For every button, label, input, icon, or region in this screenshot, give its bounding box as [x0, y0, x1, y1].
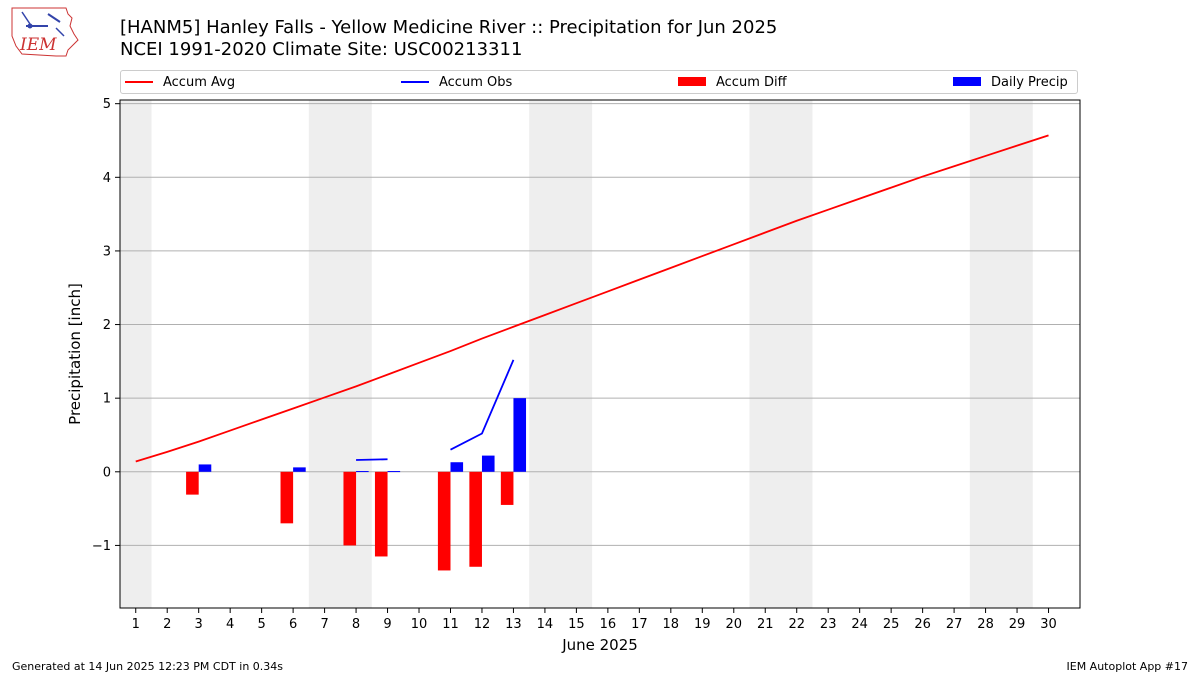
x-tick-label: 30: [1040, 617, 1057, 632]
iem-logo: IEM: [11, 7, 79, 57]
y-tick-label: 3: [103, 244, 111, 259]
legend-item-accum-obs: Accum Obs: [401, 74, 512, 92]
legend-item-accum-avg: Accum Avg: [125, 74, 235, 92]
accum-diff-bar-day-11: [437, 471, 451, 571]
y-tick-label: 0: [103, 465, 111, 480]
accum-obs-line-segment-2: [450, 359, 515, 451]
autoplot-app-label: IEM Autoplot App #17: [1066, 660, 1189, 673]
legend-item-accum-diff: Accum Diff: [678, 74, 787, 92]
plot-frame: [119, 99, 1081, 609]
x-tick-label: 6: [289, 617, 297, 632]
y-axis-label: Precipitation [inch]: [66, 283, 84, 425]
x-tick-label: 3: [195, 617, 203, 632]
legend-swatch-accum-diff: [678, 77, 706, 86]
x-tick-label: 9: [383, 617, 391, 632]
accum-diff-bar-day-12: [469, 471, 482, 567]
x-tick-label: 7: [320, 617, 328, 632]
x-tick-label: 13: [505, 617, 522, 632]
accum-avg-line: [135, 134, 1049, 463]
x-tick-label: 2: [163, 617, 171, 632]
x-tick-label: 20: [725, 617, 742, 632]
x-tick-label: 21: [757, 617, 774, 632]
x-tick-label: 22: [788, 617, 805, 632]
x-tick-label: 28: [977, 617, 994, 632]
legend-swatch-accum-avg: [125, 80, 153, 83]
weekend-band-2: [308, 100, 372, 608]
daily-precip-bar-day-9: [387, 471, 401, 473]
x-tick-label: 10: [411, 617, 428, 632]
y-tick-label: 4: [103, 171, 111, 186]
weekend-band-5: [969, 100, 1033, 608]
accum-diff-bar-day-3: [186, 471, 199, 495]
weekend-band-1: [120, 100, 152, 608]
legend-label-accum-obs: Accum Obs: [439, 75, 513, 90]
daily-precip-bar-day-6: [293, 467, 306, 472]
x-tick-label: 29: [1009, 617, 1026, 632]
x-tick-label: 8: [352, 617, 360, 632]
x-tick-label: 27: [946, 617, 963, 632]
weekend-band-4: [749, 100, 813, 608]
daily-precip-bar-day-11: [450, 462, 464, 472]
legend-label-accum-avg: Accum Avg: [163, 75, 236, 90]
accum-diff-bar-day-9: [374, 471, 388, 557]
x-axis-label: June 2025: [561, 636, 638, 654]
x-tick-label: 25: [883, 617, 900, 632]
legend-swatch-accum-obs: [401, 80, 429, 83]
x-tick-label: 26: [914, 617, 931, 632]
accum-diff-bar-day-8: [343, 471, 357, 546]
y-tick-label: 1: [103, 392, 111, 407]
x-tick-label: 15: [568, 617, 585, 632]
weekend-band-3: [529, 100, 593, 608]
x-tick-label: 14: [537, 617, 554, 632]
x-tick-label: 16: [600, 617, 617, 632]
daily-precip-bar-day-8: [356, 471, 369, 473]
legend-item-daily-precip: Daily Precip: [953, 74, 1068, 92]
x-tick-label: 18: [663, 617, 680, 632]
y-tick-label: 5: [103, 97, 111, 112]
generated-timestamp: Generated at 14 Jun 2025 12:23 PM CDT in…: [12, 660, 284, 673]
legend-swatch-daily-precip: [953, 77, 981, 86]
x-tick-label: 24: [851, 617, 868, 632]
daily-precip-bar-day-12: [481, 455, 495, 472]
legend: Accum Avg Accum Obs Accum Diff Daily Pre…: [120, 70, 1078, 94]
daily-precip-bar-day-3: [198, 464, 212, 472]
accum-diff-bar-day-13: [500, 471, 514, 505]
logo-text: IEM: [19, 35, 57, 55]
x-tick-label: 1: [132, 617, 140, 632]
legend-label-accum-diff: Accum Diff: [716, 75, 787, 90]
chart-subtitle: NCEI 1991-2020 Climate Site: USC00213311: [120, 39, 523, 60]
y-tick-label: 2: [103, 318, 111, 333]
x-tick-label: 4: [226, 617, 234, 632]
x-tick-label: 19: [694, 617, 711, 632]
x-tick-label: 17: [631, 617, 648, 632]
x-tick-label: 11: [442, 617, 459, 632]
y-tick-label: −1: [92, 539, 111, 554]
accum-obs-line-segment-1: [356, 458, 388, 461]
accum-diff-bar-day-6: [280, 471, 294, 524]
x-tick-label: 5: [257, 617, 265, 632]
legend-label-daily-precip: Daily Precip: [991, 75, 1068, 90]
chart-title: [HANM5] Hanley Falls - Yellow Medicine R…: [120, 17, 778, 38]
x-tick-label: 23: [820, 617, 837, 632]
x-tick-label: 12: [474, 617, 491, 632]
daily-precip-bar-day-13: [513, 398, 527, 472]
